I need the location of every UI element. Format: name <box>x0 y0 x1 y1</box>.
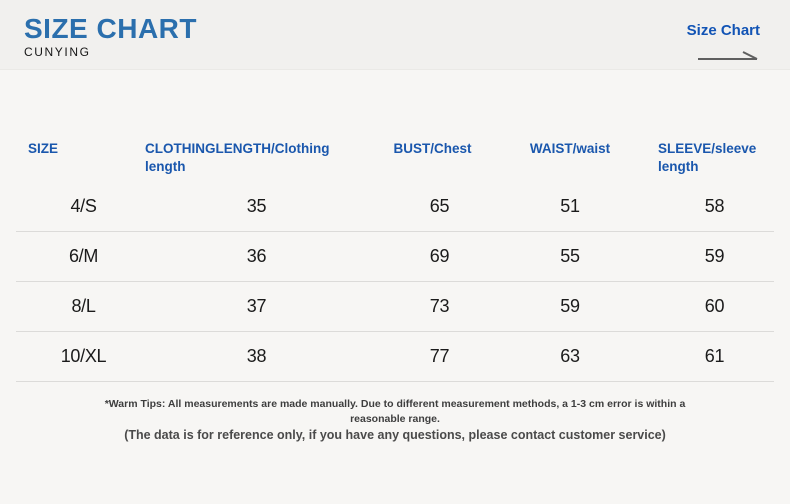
reference-note-text: (The data is for reference only, if you … <box>124 428 666 443</box>
cell-clothing-length: 36 <box>246 246 267 266</box>
cell-sleeve: 59 <box>704 246 725 266</box>
cell-sleeve: 61 <box>704 346 725 366</box>
size-table: SIZE CLOTHINGLENGTH/Clothing length BUST… <box>0 140 790 382</box>
cell-bust: 69 <box>429 246 450 266</box>
column-header-size: SIZE <box>28 141 59 156</box>
cell-size: 10/XL <box>60 346 107 366</box>
column-header-bust: BUST/Chest <box>393 141 472 156</box>
table-row: 4/S 35 65 51 58 <box>0 182 790 231</box>
arrow-right-icon <box>696 49 760 68</box>
table-row: 10/XL 38 77 63 61 <box>0 332 790 381</box>
cell-clothing-length: 37 <box>246 296 267 316</box>
cell-bust: 77 <box>429 346 450 366</box>
column-header-waist: WAIST/waist <box>529 141 611 156</box>
size-chart-link-label: Size Chart <box>686 22 760 39</box>
table-row: 6/M 36 69 55 59 <box>0 232 790 281</box>
cell-size: 4/S <box>70 196 97 216</box>
warm-tips-text: *Warm Tips: All measurements are made ma… <box>104 398 686 425</box>
cell-bust: 65 <box>429 196 450 216</box>
cell-waist: 55 <box>560 246 580 266</box>
cell-waist: 59 <box>560 296 580 316</box>
row-divider <box>16 231 774 232</box>
footnote: *Warm Tips: All measurements are made ma… <box>0 397 790 444</box>
cell-clothing-length: 38 <box>246 346 267 366</box>
cell-bust: 73 <box>429 296 450 316</box>
header-band: SIZE CHART CUNYING Size Chart <box>0 0 790 70</box>
cell-waist: 51 <box>560 196 580 216</box>
cell-waist: 63 <box>560 346 580 366</box>
cell-clothing-length: 35 <box>246 196 267 216</box>
table-row: 8/L 37 73 59 60 <box>0 282 790 331</box>
column-header-clothing-length: CLOTHINGLENGTH/Clothing length <box>145 141 330 174</box>
row-divider <box>16 381 774 382</box>
brand-name: CUNYING <box>24 45 91 60</box>
size-chart-link[interactable]: Size Chart <box>687 22 760 68</box>
brand-block: SIZE CHART CUNYING <box>24 13 197 60</box>
cell-sleeve: 58 <box>704 196 725 216</box>
row-divider <box>16 331 774 332</box>
column-header-sleeve: SLEEVE/sleeve length <box>658 141 757 174</box>
page-title: SIZE CHART <box>24 13 197 44</box>
table-header-row: SIZE CLOTHINGLENGTH/Clothing length BUST… <box>0 140 790 182</box>
row-divider <box>16 281 774 282</box>
cell-size: 6/M <box>68 246 99 266</box>
cell-sleeve: 60 <box>704 296 725 316</box>
cell-size: 8/L <box>71 296 96 316</box>
